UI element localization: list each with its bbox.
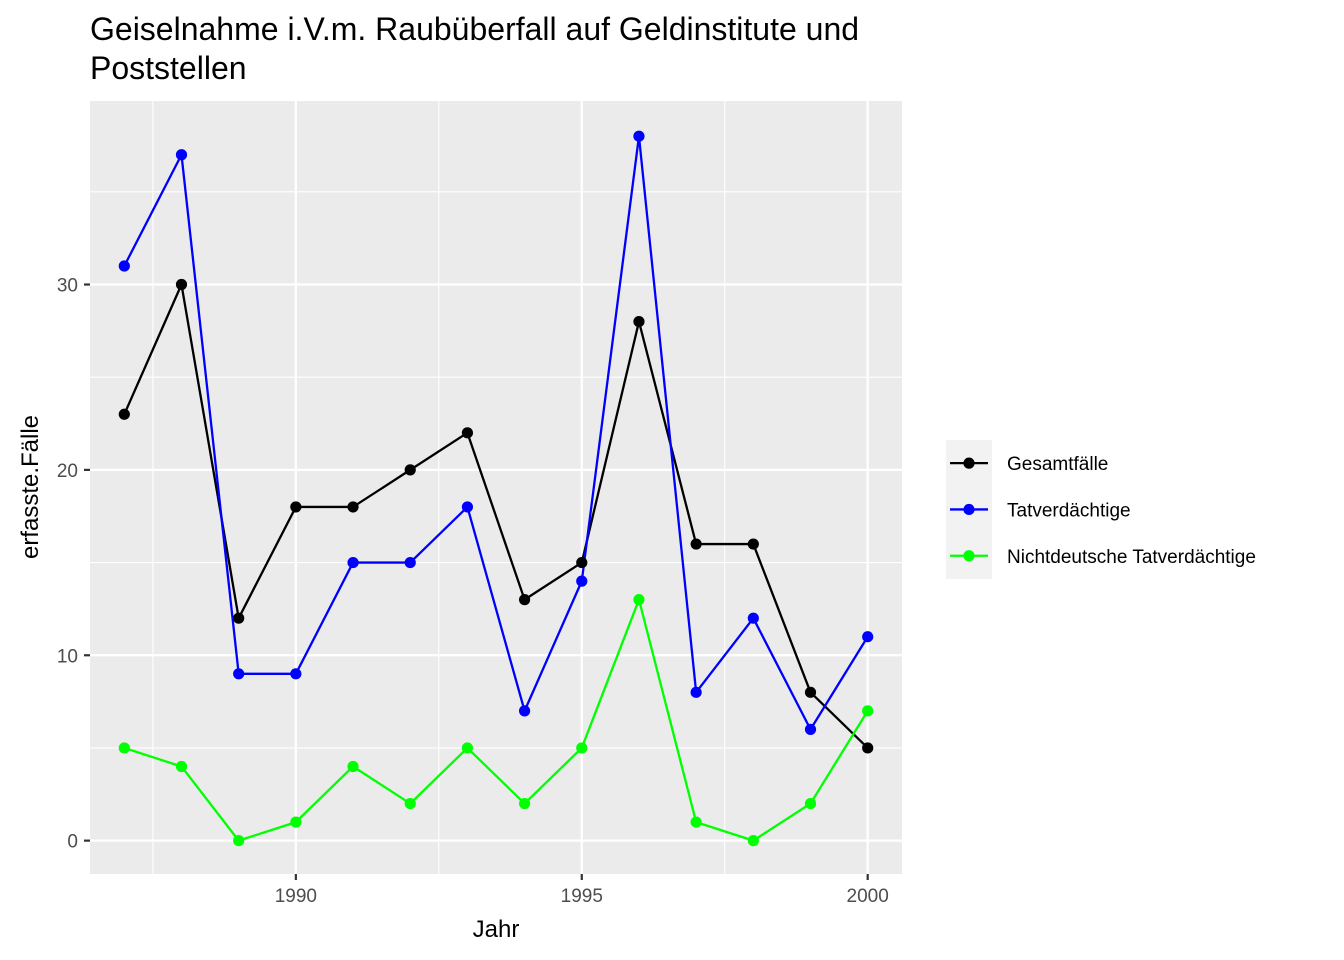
data-point [576,556,588,569]
y-axis-title: erfasste.Fälle [17,415,44,559]
y-tick-label: 30 [57,276,78,297]
data-point [461,427,474,439]
data-point [518,797,531,810]
series-points [118,130,874,847]
data-point [690,538,702,550]
data-point [233,668,245,680]
y-axis-ticks: 0 10 20 30 [57,276,90,853]
plot-panel [90,101,902,874]
data-point [633,315,645,328]
data-point [233,612,245,624]
data-point [461,501,474,513]
data-point [862,631,874,643]
x-axis-ticks: 1990 1995 2000 [275,874,889,907]
data-point [804,686,817,698]
data-point [576,742,588,754]
data-point [290,816,302,828]
x-tick-label: 1990 [275,886,317,907]
data-point [862,705,874,717]
legend-key-point [963,457,975,469]
data-point [175,278,188,291]
x-axis-title: Jahr [473,916,520,943]
data-point [747,835,759,847]
data-point [290,501,302,513]
y-tick-label: 10 [57,646,78,667]
x-tick-label: 2000 [847,886,889,907]
chart-title-line-1: Geiselnahme i.V.m. Raubüberfall auf Geld… [90,11,859,47]
series-line-1 [123,283,869,749]
data-point [347,501,359,513]
y-tick-label: 20 [57,461,78,482]
series-lines [123,135,869,842]
legend-label: Nichtdeutsche Tatverdächtige [1007,547,1256,568]
data-point [404,556,416,569]
data-point [804,797,817,810]
data-point [347,760,359,773]
data-point [518,594,531,606]
data-point [633,130,645,142]
legend-label: Tatverdächtige [1007,500,1131,521]
data-point [576,575,588,587]
data-point [290,668,302,680]
data-point [347,556,359,569]
legend-label: Gesamtfälle [1007,454,1108,475]
series-line-2 [123,135,869,731]
data-point [690,686,702,698]
data-point [690,816,702,828]
data-point [518,705,531,717]
data-point [747,538,759,550]
data-point [175,149,188,161]
data-point [118,742,130,754]
data-point [862,742,874,754]
legend-key-point [963,503,975,516]
data-point [633,594,645,606]
chart-title-line-2: Poststellen [90,50,247,86]
data-point [461,742,474,754]
data-point [404,464,416,476]
legend: Gesamtfälle Tatverdächtige Nichtdeutsche T… [946,440,1256,579]
data-point [118,260,130,272]
data-point [747,612,759,624]
x-tick-label: 1995 [561,886,603,907]
data-point [804,723,817,736]
data-point [233,835,245,847]
data-point [118,408,130,420]
data-point [175,760,188,773]
legend-key-point [963,550,975,562]
data-point [404,797,416,810]
y-tick-label: 0 [67,832,78,853]
series-line-3 [123,598,869,842]
